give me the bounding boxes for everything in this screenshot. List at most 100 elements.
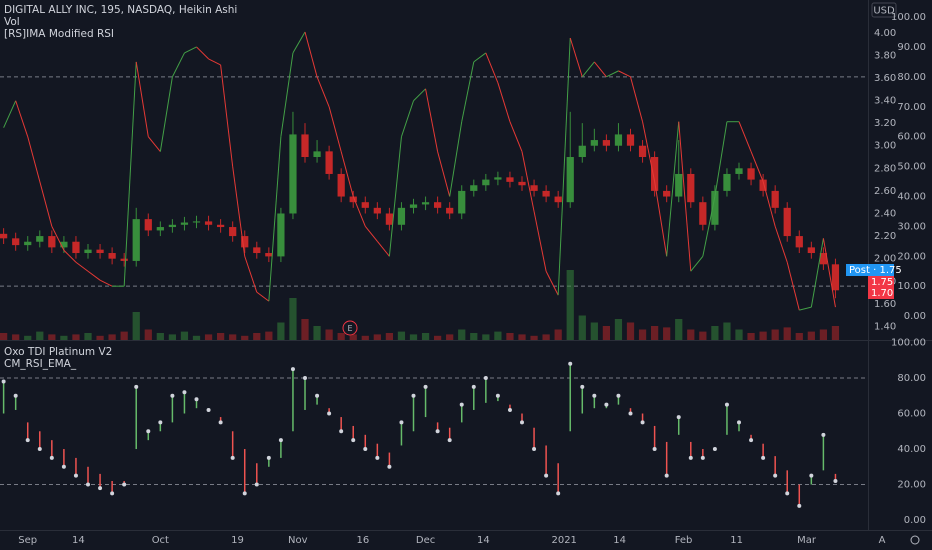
volume-bar [60, 335, 68, 340]
candle-body [554, 196, 562, 203]
rsi-line-segment [642, 121, 656, 182]
rsi-line-segment [3, 100, 17, 128]
rsi-line-segment [545, 270, 559, 296]
tdi-dot [49, 455, 54, 460]
candle-body [458, 190, 466, 214]
tdi-dot [266, 455, 271, 460]
candle-body [470, 185, 478, 191]
tdi-dot [61, 464, 66, 469]
volume-bar [675, 319, 683, 340]
candle-body [747, 168, 755, 180]
rsi-line-segment [340, 151, 354, 197]
volume-bar [795, 333, 803, 340]
tdi-dot [761, 455, 766, 460]
tdi-dot [122, 482, 127, 487]
rsi-line-segment [581, 61, 595, 78]
currency-box[interactable] [871, 2, 897, 18]
price-tick-label: 2.40 [874, 208, 896, 219]
rsi-tick-label: 30.00 [897, 221, 926, 232]
candle-body [325, 151, 333, 174]
candle-body [771, 190, 779, 208]
volume-bar [554, 329, 562, 340]
tdi-dot [664, 473, 669, 478]
rsi-line-segment [400, 100, 414, 137]
x-tick-label: Nov [288, 535, 308, 546]
rsi-line-segment [147, 136, 161, 152]
volume-bar [831, 326, 840, 340]
volume-bar [711, 326, 719, 340]
rsi-tick-label: 90.00 [897, 42, 926, 53]
rsi-line-segment [15, 100, 29, 137]
volume-bar [385, 333, 394, 340]
price-tick-label: 1.60 [874, 299, 896, 310]
tdi-dot [303, 376, 308, 380]
rsi-line-segment [485, 52, 499, 84]
rsi-line-segment [533, 211, 547, 272]
rsi-line-segment [388, 136, 402, 257]
volume-bar [0, 333, 8, 340]
rsi-line-segment [678, 121, 692, 272]
candle-body [24, 241, 32, 246]
candle-body [349, 196, 357, 203]
symbol-title: DIGITAL ALLY INC, 195, NASDAQ, Heikin As… [4, 4, 237, 16]
tdi-dot [290, 367, 295, 372]
tdi-dot [387, 464, 392, 469]
candle-body [204, 221, 213, 225]
rsi-line-segment [437, 151, 451, 197]
tdi-dot [375, 455, 380, 460]
settings-icon[interactable] [910, 535, 920, 545]
volume-bar [494, 331, 502, 340]
rsi-line-segment [810, 238, 824, 308]
candle-body [795, 236, 803, 248]
tdi-tick-label: 20.00 [897, 480, 926, 491]
tdi-dot [833, 478, 838, 483]
candle-body [48, 236, 56, 248]
x-tick-label: 14 [72, 535, 85, 546]
volume-bar [578, 315, 586, 340]
candle-body [711, 190, 719, 225]
tdi-dot [459, 402, 464, 407]
rsi-line-segment [244, 256, 258, 293]
earnings-marker[interactable]: E [347, 324, 352, 333]
volume-bar [289, 298, 297, 340]
tdi-dot [821, 432, 826, 437]
candle-body [120, 258, 128, 261]
price-tick-label: 2.20 [874, 231, 896, 242]
currency-label[interactable]: USD [873, 6, 895, 17]
tdi-tick-label: 0.00 [904, 515, 926, 526]
volume-bar [301, 319, 309, 340]
price-tick-label: 3.60 [874, 73, 896, 84]
candle-body [675, 173, 683, 197]
volume-bar [12, 334, 20, 340]
candle-body [819, 253, 828, 265]
tdi-dot [110, 491, 115, 496]
candle-body [578, 145, 586, 158]
volume-bar [723, 322, 731, 340]
x-tick-label: 14 [613, 535, 626, 546]
auto-scale-button[interactable]: A [879, 535, 886, 546]
tdi-dot [724, 402, 729, 407]
candle-body [301, 134, 309, 158]
volume-bar [325, 329, 333, 340]
volume-bar [626, 322, 635, 340]
volume-bar [446, 334, 454, 340]
candle-body [180, 222, 189, 225]
candle-body [96, 249, 104, 254]
candle-body [434, 202, 442, 208]
tdi-dot [592, 393, 597, 398]
candle-body [373, 207, 381, 214]
candle-body [241, 236, 249, 248]
tdi-dot [568, 361, 573, 366]
volume-bar [217, 333, 225, 340]
volume-bar [409, 334, 418, 340]
rsi-line-segment [425, 88, 439, 152]
candle-body [277, 213, 285, 257]
volume-bar [470, 333, 478, 340]
volume-bar [771, 329, 779, 340]
candle-body [397, 207, 406, 225]
volume-bar [144, 329, 152, 340]
volume-bar [373, 334, 381, 340]
price-tick-label: 3.20 [874, 118, 896, 129]
candle-body [144, 219, 152, 231]
rsi-line-segment [618, 70, 631, 78]
